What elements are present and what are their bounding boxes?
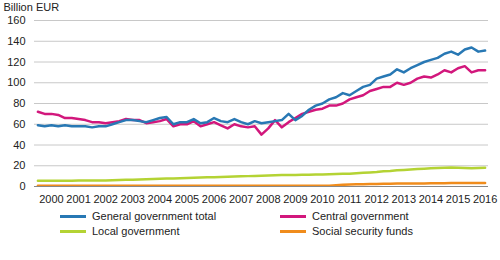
svg-text:2001: 2001 bbox=[66, 193, 90, 205]
svg-text:2008: 2008 bbox=[256, 193, 280, 205]
html-text:Social security funds: Social security funds bbox=[312, 225, 413, 237]
svg-text:2015: 2015 bbox=[446, 193, 470, 205]
svg-text:2006: 2006 bbox=[202, 193, 226, 205]
svg-text:100: 100 bbox=[7, 76, 25, 88]
svg-text:2003: 2003 bbox=[121, 193, 145, 205]
svg-text:2000: 2000 bbox=[39, 193, 63, 205]
svg-text:2002: 2002 bbox=[93, 193, 117, 205]
html-text:Central government: Central government bbox=[312, 210, 409, 222]
svg-text:40: 40 bbox=[13, 139, 25, 151]
svg-text:80: 80 bbox=[13, 97, 25, 109]
svg-text:2005: 2005 bbox=[175, 193, 199, 205]
svg-text:2004: 2004 bbox=[148, 193, 172, 205]
svg-text:120: 120 bbox=[7, 56, 25, 68]
svg-text:2012: 2012 bbox=[364, 193, 388, 205]
html-text:General government total: General government total bbox=[92, 210, 217, 222]
svg-text:2014: 2014 bbox=[419, 193, 443, 205]
svg-text:2007: 2007 bbox=[229, 193, 253, 205]
svg-text:2009: 2009 bbox=[283, 193, 307, 205]
svg-text:2011: 2011 bbox=[338, 193, 362, 205]
svg-text:160: 160 bbox=[7, 14, 25, 26]
svg-text:2010: 2010 bbox=[310, 193, 334, 205]
svg-text:2013: 2013 bbox=[392, 193, 416, 205]
html-text:Local government: Local government bbox=[92, 225, 180, 237]
svg-text:2016: 2016 bbox=[473, 193, 497, 205]
svg-text:60: 60 bbox=[13, 118, 25, 130]
svg-text:Billion EUR: Billion EUR bbox=[4, 1, 60, 13]
svg-text:140: 140 bbox=[7, 35, 25, 47]
svg-text:0: 0 bbox=[19, 180, 25, 192]
svg-text:20: 20 bbox=[13, 159, 25, 171]
